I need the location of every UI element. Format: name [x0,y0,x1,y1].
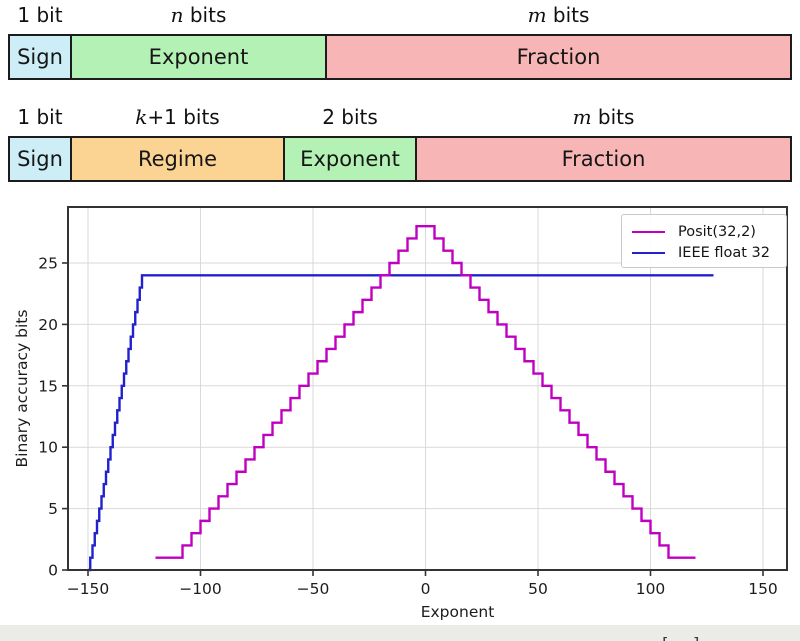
posit-exponent-field: Exponent [283,136,417,182]
accuracy-chart: −150 −100 −50 0 50 100 150 0 5 10 15 20 25 Exponent Bi… [0,195,800,625]
posit-exponent-bits-label: 2 bits [322,105,378,129]
float-sign-field-label: Sign [17,45,63,69]
float-sign-bits-label: 1 bit [17,3,63,27]
svg-text:−50: −50 [297,580,330,598]
posit-regime-field: Regime [70,136,285,182]
y-tick-labels: 0 5 10 15 20 25 [38,255,58,580]
svg-text:0: 0 [48,562,58,580]
posit-sign-field: Sign [8,136,72,182]
posit-fraction-field-label: Fraction [561,147,646,171]
svg-text:15: 15 [38,377,58,395]
svg-text:−100: −100 [179,580,222,598]
float-fraction-bits-label: m bits [527,3,590,27]
svg-text:0: 0 [421,580,431,598]
chart-legend: Posit(32,2) IEEE float 32 [621,214,787,268]
posit-sign-field-label: Sign [17,147,63,171]
svg-text:20: 20 [38,316,58,334]
posit-fraction-bits-label: m bits [572,105,635,129]
posit-sign-bits-label: 1 bit [17,105,63,129]
svg-text:150: 150 [748,580,778,598]
posit-fraction-field: Fraction [415,136,792,182]
float-fraction-field: Fraction [325,34,792,80]
posit-line-swatch [632,230,665,233]
posit-regime-field-label: Regime [137,147,218,171]
posit-regime-bits-label: k+1 bits [135,105,220,129]
float-sign-field: Sign [8,34,72,80]
float-exponent-field-label: Exponent [148,45,249,69]
x-tick-labels: −150 −100 −50 0 50 100 150 [67,580,778,598]
svg-text:10: 10 [38,439,58,457]
float-exponent-bits-label: n bits [170,3,227,27]
legend-label-ieee: IEEE float 32 [678,244,771,261]
legend-label-posit: Posit(32,2) [678,223,756,240]
svg-text:50: 50 [528,580,548,598]
partial-citation: [...] [662,635,722,641]
posit-accuracy-line [155,224,696,559]
legend-entry-ieee: IEEE float 32 [632,242,778,263]
float-exponent-field: Exponent [70,34,327,80]
svg-text:−150: −150 [67,580,110,598]
svg-text:5: 5 [48,500,58,518]
accuracy-chart-canvas: −150 −100 −50 0 50 100 150 0 5 10 15 20 25 Exponent Bi… [13,206,788,621]
ieee-accuracy-line [88,274,714,572]
footer-strip: [...] [0,625,800,641]
posit-exponent-field-label: Exponent [300,147,400,171]
plot-border [67,206,788,571]
ieee-line-swatch [632,251,665,254]
svg-text:100: 100 [636,580,666,598]
legend-entry-posit: Posit(32,2) [632,221,778,242]
x-axis-label: Exponent [421,603,495,621]
float-fraction-field-label: Fraction [516,45,601,69]
y-axis-label: Binary accuracy bits [13,310,31,468]
tick-marks [62,262,764,576]
svg-text:25: 25 [38,255,58,273]
